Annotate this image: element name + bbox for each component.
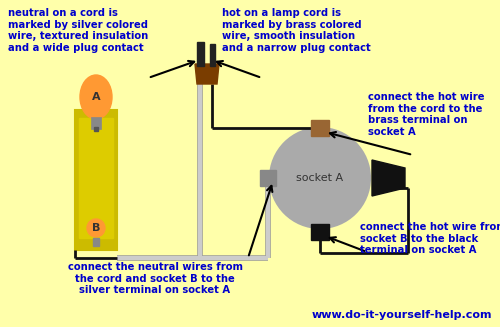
- Polygon shape: [195, 64, 219, 84]
- Polygon shape: [372, 160, 405, 196]
- Text: connect the neutral wires from
the cord and socket B to the
silver terminal on s: connect the neutral wires from the cord …: [68, 262, 242, 295]
- Text: connect the hot wire
from the cord to the
brass terminal on
socket A: connect the hot wire from the cord to th…: [368, 92, 484, 137]
- Text: neutral on a cord is
marked by silver colored
wire, textured insulation
and a wi: neutral on a cord is marked by silver co…: [8, 8, 148, 53]
- Bar: [311, 224, 329, 240]
- Bar: [210, 44, 215, 66]
- Bar: [91, 117, 101, 129]
- Text: www.do-it-yourself-help.com: www.do-it-yourself-help.com: [312, 310, 492, 320]
- Ellipse shape: [80, 75, 112, 119]
- Bar: [94, 127, 98, 131]
- Text: A: A: [92, 92, 100, 102]
- Bar: [75, 110, 117, 250]
- Text: hot on a lamp cord is
marked by brass colored
wire, smooth insulation
and a narr: hot on a lamp cord is marked by brass co…: [222, 8, 371, 53]
- Text: B: B: [92, 223, 100, 233]
- Bar: [260, 170, 276, 186]
- Bar: [79, 118, 113, 238]
- Ellipse shape: [87, 219, 105, 237]
- Ellipse shape: [270, 128, 370, 228]
- Bar: [311, 120, 329, 136]
- Text: socket A: socket A: [296, 173, 344, 183]
- Bar: [197, 42, 204, 66]
- Text: connect the hot wire from
socket B to the black
terminal on socket A: connect the hot wire from socket B to th…: [360, 222, 500, 255]
- Bar: [93, 238, 99, 246]
